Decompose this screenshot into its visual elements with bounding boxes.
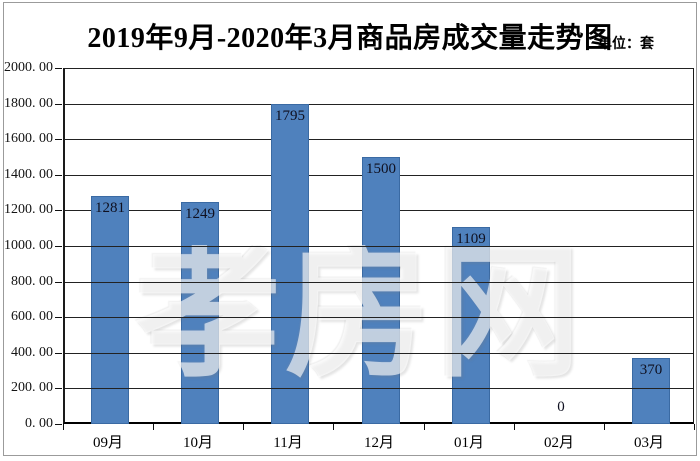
y-tick-label: 600. 00	[11, 309, 53, 324]
gridline	[65, 104, 693, 105]
data-label: 1500	[366, 161, 396, 177]
x-tick	[153, 424, 154, 430]
y-tick-label: 2000. 00	[4, 60, 53, 75]
unit-label: 单位：套	[598, 37, 654, 52]
bar-10月	[181, 202, 219, 424]
y-tick	[55, 68, 62, 69]
data-label: 0	[557, 399, 565, 415]
y-tick	[55, 317, 62, 318]
x-tick-label: 03月	[633, 435, 664, 451]
x-tick	[694, 424, 695, 430]
y-tick	[55, 210, 62, 211]
x-tick	[63, 424, 64, 430]
gridline-overlay	[65, 317, 693, 318]
y-tick-label: 1600. 00	[4, 131, 53, 146]
x-tick-label: 01月	[453, 435, 484, 451]
bar-09月	[91, 196, 129, 424]
bar-01月	[452, 227, 490, 424]
watermark-text: 孝房网	[135, 245, 585, 393]
y-tick-label: 1400. 00	[4, 167, 53, 182]
gridline-overlay	[65, 353, 693, 354]
y-tick	[55, 139, 62, 140]
x-tick	[243, 424, 244, 430]
gridline	[65, 68, 693, 69]
data-label: 1249	[185, 206, 215, 222]
gridline-overlay	[65, 246, 693, 247]
bar-12月	[362, 157, 400, 424]
x-tick	[424, 424, 425, 430]
data-label: 1109	[456, 231, 486, 247]
x-tick-label: 02月	[543, 435, 574, 451]
gridline	[65, 139, 693, 140]
y-tick-label: 1000. 00	[4, 238, 53, 253]
y-tick	[55, 353, 62, 354]
bar-11月	[271, 104, 309, 424]
data-label: 1795	[275, 108, 305, 124]
y-tick	[55, 175, 62, 176]
y-tick-label: 0. 00	[25, 416, 53, 431]
gridline-overlay	[65, 282, 693, 283]
y-tick-label: 1800. 00	[4, 96, 53, 111]
x-tick-label: 11月	[273, 435, 303, 451]
x-tick-label: 09月	[92, 435, 123, 451]
chart-title: 2019年9月-2020年3月商品房成交量走势图	[87, 23, 613, 54]
y-tick-label: 1200. 00	[4, 202, 53, 217]
y-tick	[55, 246, 62, 247]
watermark-band: 孝房网	[65, 245, 693, 393]
x-tick-label: 10月	[182, 435, 213, 451]
data-label: 370	[639, 362, 663, 378]
plot-area: 孝房网 1281 1249 1795 1500 1109 0 370	[63, 68, 694, 424]
x-tick	[514, 424, 515, 430]
y-tick	[55, 388, 62, 389]
y-tick	[55, 424, 62, 425]
y-tick	[55, 104, 62, 105]
data-label: 1281	[95, 200, 125, 216]
y-tick-label: 800. 00	[11, 274, 53, 289]
x-tick	[333, 424, 334, 430]
x-tick	[604, 424, 605, 430]
x-tick-label: 12月	[363, 435, 394, 451]
bar-03月	[632, 358, 670, 424]
y-tick-label: 400. 00	[11, 345, 53, 360]
y-tick	[55, 282, 62, 283]
gridline-overlay	[65, 388, 693, 389]
y-tick-label: 200. 00	[11, 380, 53, 395]
chart-frame	[3, 2, 697, 456]
